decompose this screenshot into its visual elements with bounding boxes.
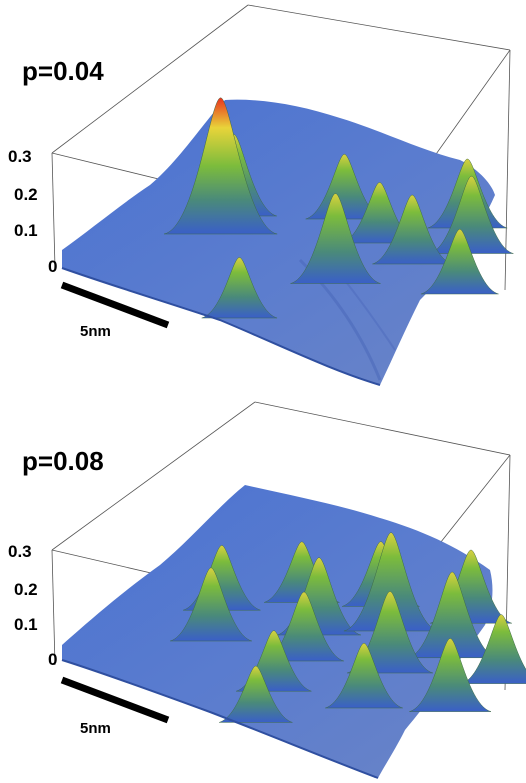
surface-peak (290, 193, 381, 284)
scale-bar-label: 5nm (80, 323, 111, 340)
panel-p008: p=0.08 0.3 0.2 0.1 0 5nm (8, 401, 526, 779)
surface-peak (164, 97, 278, 235)
panel-1-z-axis: 0.3 0.2 0.1 0 (8, 147, 57, 276)
scale-bar-label: 5nm (80, 720, 111, 737)
panel-1-title: p=0.04 (22, 56, 104, 86)
panel-2-z-axis: 0.3 0.2 0.1 0 (8, 542, 57, 669)
panel-2-peaks (170, 532, 526, 723)
z-tick-label: 0.3 (8, 147, 32, 166)
surface-peak (264, 591, 344, 662)
surface-peak (429, 175, 514, 254)
panel-1-scale-bar: 5nm (60, 281, 170, 340)
surface-peak (201, 257, 278, 319)
z-tick-label: 0 (48, 650, 57, 669)
surface-peak (372, 194, 453, 265)
panel-p004: p=0.04 0.3 0.2 0.1 0 5nm (8, 4, 514, 386)
surface-peak (421, 228, 499, 295)
z-tick-label: 0.1 (14, 221, 38, 240)
z-tick-label: 0.2 (14, 580, 38, 599)
surface-peak (219, 665, 293, 723)
panel-1-peaks (164, 97, 514, 319)
panel-2-scale-bar: 5nm (60, 676, 170, 737)
surface-peak (461, 614, 526, 684)
surface-peak (325, 642, 403, 709)
panel-2-title: p=0.08 (22, 446, 104, 476)
surface-peak (170, 567, 252, 642)
surface-peak (409, 638, 492, 712)
z-tick-label: 0.3 (8, 542, 32, 561)
z-tick-label: 0.1 (14, 615, 38, 634)
surface-peak (408, 571, 497, 659)
panel-2-surface-floor (62, 485, 493, 778)
panel-1-surface-floor (62, 99, 495, 386)
z-tick-label: 0.2 (14, 185, 38, 204)
surface-peak (343, 532, 439, 632)
z-tick-label: 0 (48, 257, 57, 276)
